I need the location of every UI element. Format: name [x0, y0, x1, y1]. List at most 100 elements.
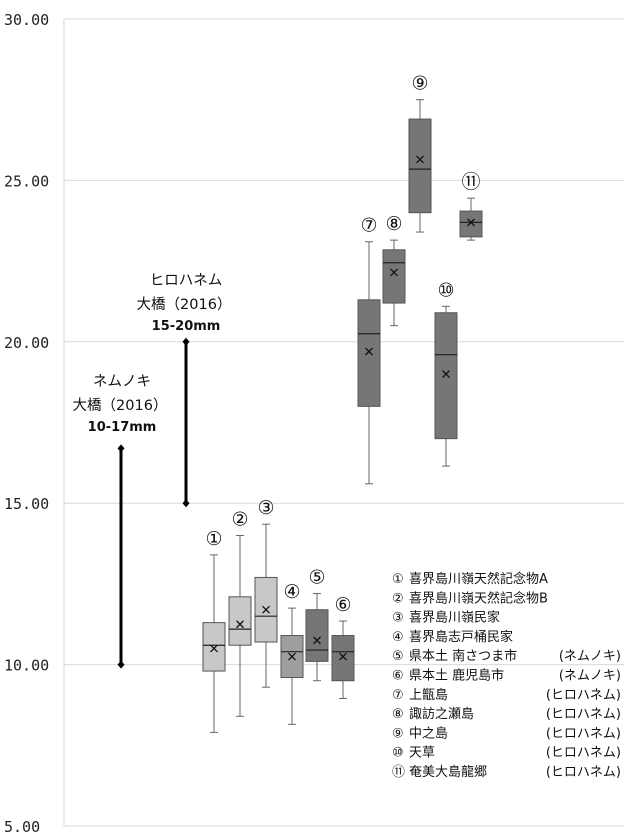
range-label-mm: 15-20mm	[152, 319, 221, 334]
box-4: ④	[280, 581, 304, 725]
box-iqr	[408, 118, 432, 214]
box-9: ⑨	[408, 73, 432, 233]
legend-name: 喜界島志戸桶民家	[409, 629, 513, 645]
mean-marker	[210, 644, 218, 653]
legend-item: ④ 喜界島志戸桶民家	[392, 629, 513, 645]
mean-marker	[416, 155, 424, 164]
box-3: ③	[254, 497, 278, 688]
y-tick-label: 20.00	[4, 334, 49, 352]
legend-item: ⑩ 天草 (ヒロハネム)	[392, 746, 621, 761]
range-label-line1: ネムノキ	[93, 373, 151, 390]
legend-item: ⑤ 県本土 南さつま市 (ネムノキ)	[392, 648, 621, 664]
legend-species: (ヒロハネム)	[546, 746, 621, 761]
box-iqr	[357, 299, 381, 407]
legend-species: (ヒロハネム)	[546, 688, 621, 703]
mean-marker	[390, 268, 398, 277]
legend-item: ① 喜界島川嶺天然記念物A	[392, 571, 548, 587]
legend-name: 喜界島川嶺民家	[409, 610, 500, 626]
box-iqr	[228, 596, 252, 646]
legend-species: (ネムノキ)	[559, 669, 621, 684]
box-label: ⑨	[411, 73, 428, 95]
box-2: ②	[228, 508, 252, 717]
legend-num: ⑦	[392, 688, 404, 703]
box-iqr	[434, 312, 458, 440]
box-iqr	[331, 635, 355, 682]
box-label: ⑪	[461, 171, 480, 193]
mean-marker	[288, 652, 296, 661]
legend-name: 天草	[409, 746, 435, 761]
box-label: ①	[205, 528, 222, 550]
y-tick-label: 10.00	[4, 657, 49, 675]
y-tick-label: 30.00	[4, 11, 49, 29]
legend-name: 県本土 南さつま市	[409, 648, 517, 664]
mean-marker	[262, 605, 270, 614]
box-iqr	[459, 210, 483, 238]
range-endpoint	[182, 499, 190, 508]
mean-marker	[467, 218, 475, 227]
legend-num: ③	[392, 611, 404, 626]
box-10: ⑩	[434, 279, 458, 467]
legend-name: 県本土 鹿児島市	[409, 668, 504, 684]
box-7: ⑦	[357, 215, 381, 485]
legend-num: ⑪	[392, 765, 405, 780]
box-label: ⑩	[437, 279, 454, 301]
legend-num: ⑤	[392, 649, 404, 664]
y-tick-label: 15.00	[4, 495, 49, 513]
legend-item: ⑦ 上甑島 (ヒロハネム)	[392, 688, 621, 703]
legend-item: ⑪ 奄美大島龍郷 (ヒロハネム)	[392, 764, 621, 780]
legend-item: ③ 喜界島川嶺民家	[392, 610, 500, 626]
legend-item: ⑥ 県本土 鹿児島市 (ネムノキ)	[392, 668, 621, 684]
range-label-mm: 10-17mm	[88, 420, 157, 435]
range-endpoint	[182, 337, 190, 346]
box-label: ⑤	[308, 567, 325, 589]
legend-num: ②	[392, 591, 404, 606]
box-label: ⑥	[334, 594, 351, 616]
legend-num: ⑥	[392, 669, 404, 684]
mean-marker	[442, 370, 450, 379]
legend-name: 上甑島	[409, 688, 448, 703]
legend-name: 奄美大島龍郷	[409, 764, 487, 780]
range-endpoint	[117, 660, 125, 669]
box-iqr	[202, 622, 226, 672]
mean-marker	[313, 636, 321, 645]
legend-num: ⑩	[392, 746, 404, 761]
legend-name: 喜界島川嶺天然記念物B	[409, 590, 548, 606]
legend-num: ⑨	[392, 726, 404, 741]
box-label: ⑧	[385, 213, 402, 235]
box-11: ⑪	[459, 171, 483, 241]
legend-item: ② 喜界島川嶺天然記念物B	[392, 590, 548, 606]
y-axis: 30.00 25.00 20.00 15.00 10.00 5.00	[4, 11, 65, 836]
legend-num: ①	[392, 572, 404, 587]
legend-species: (ヒロハネム)	[546, 765, 621, 780]
legend-species: (ヒロハネム)	[546, 707, 621, 722]
legend-num: ④	[392, 630, 404, 645]
legend-name: 中之島	[409, 726, 448, 741]
range-endpoint	[117, 444, 125, 453]
legend-name: 喜界島川嶺天然記念物A	[409, 571, 548, 587]
mean-marker	[339, 652, 347, 661]
legend-item: ⑧ 諏訪之瀬島 (ヒロハネム)	[392, 706, 621, 722]
range-label-line2: 大橋（2016）	[137, 296, 232, 313]
legend: ① 喜界島川嶺天然記念物A ② 喜界島川嶺天然記念物B ③ 喜界島川嶺民家 ④ 喜界島志戸桶民…	[392, 571, 621, 780]
legend-name: 諏訪之瀬島	[409, 706, 474, 722]
legend-item: ⑨ 中之島 (ヒロハネム)	[392, 726, 621, 741]
mean-marker	[236, 620, 244, 629]
legend-num: ⑧	[392, 707, 404, 722]
box-label: ④	[283, 581, 300, 603]
box-iqr	[382, 249, 406, 304]
box-1: ①	[202, 528, 226, 733]
legend-species: (ネムノキ)	[559, 649, 621, 664]
box-6: ⑥	[331, 594, 355, 699]
mean-marker	[365, 347, 373, 356]
box-label: ⑦	[360, 215, 377, 237]
range-label-line2: 大橋（2016）	[73, 397, 168, 414]
legend-species: (ヒロハネム)	[546, 726, 621, 741]
box-iqr	[305, 609, 329, 662]
box-5: ⑤	[305, 567, 329, 682]
range-label-line1: ヒロハネム	[150, 272, 223, 289]
